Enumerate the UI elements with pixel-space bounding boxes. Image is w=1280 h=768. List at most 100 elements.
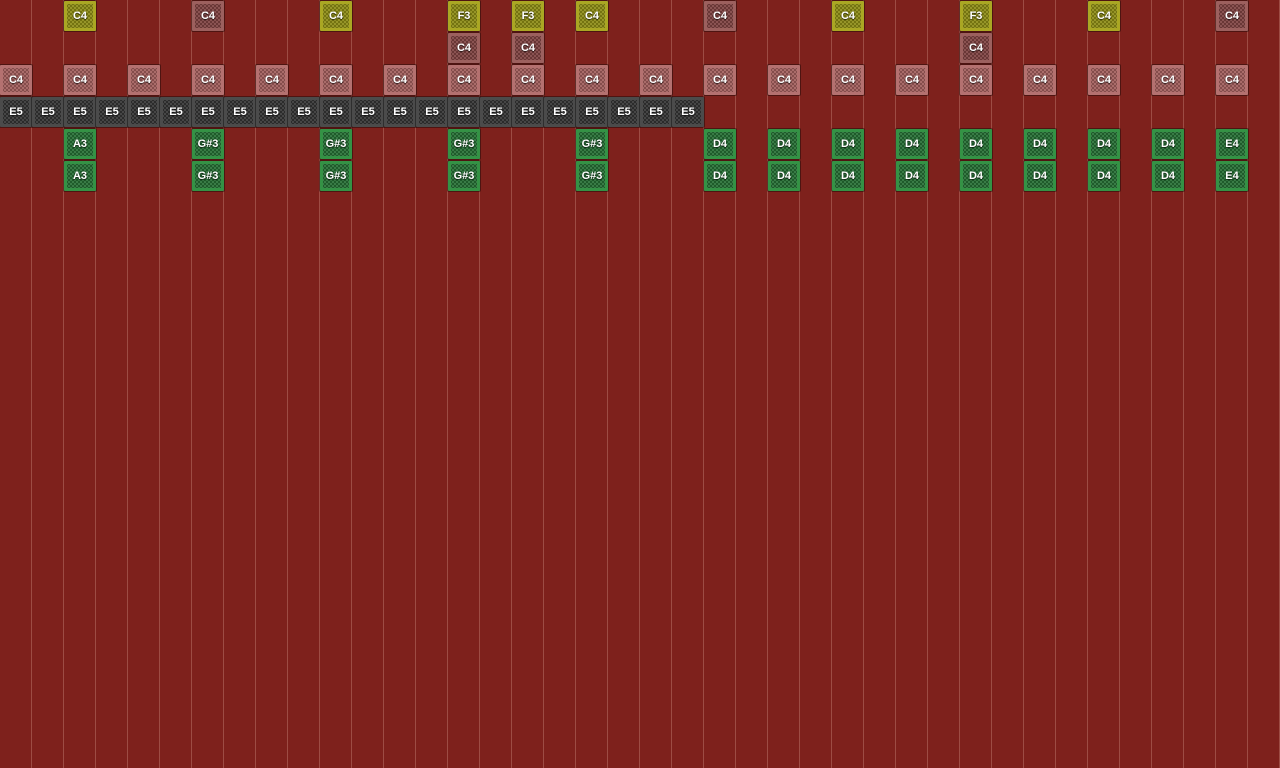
note-block[interactable]: E5 <box>192 97 224 127</box>
note-block[interactable]: D4 <box>1152 161 1184 191</box>
note-block[interactable]: D4 <box>896 129 928 159</box>
note-label: G#3 <box>453 169 475 182</box>
note-block[interactable]: D4 <box>768 161 800 191</box>
note-block[interactable]: C4 <box>384 65 416 95</box>
note-block[interactable]: G#3 <box>192 161 224 191</box>
note-block[interactable]: G#3 <box>448 129 480 159</box>
note-block[interactable]: D4 <box>1024 161 1056 191</box>
note-label: C4 <box>584 9 600 22</box>
note-block[interactable]: G#3 <box>320 161 352 191</box>
note-block[interactable]: D4 <box>768 129 800 159</box>
note-block[interactable]: E5 <box>672 97 704 127</box>
note-label: C4 <box>328 9 344 22</box>
note-block[interactable]: C4 <box>256 65 288 95</box>
note-block[interactable]: G#3 <box>576 161 608 191</box>
note-block[interactable]: C4 <box>128 65 160 95</box>
note-block[interactable]: C4 <box>1216 1 1248 31</box>
note-block[interactable]: C4 <box>960 33 992 63</box>
note-block[interactable]: F3 <box>448 1 480 31</box>
note-block[interactable]: E5 <box>416 97 448 127</box>
note-block[interactable]: C4 <box>704 65 736 95</box>
note-block[interactable]: G#3 <box>448 161 480 191</box>
note-block[interactable]: D4 <box>704 129 736 159</box>
note-block[interactable]: D4 <box>896 161 928 191</box>
note-label: D4 <box>968 137 984 150</box>
note-label: C4 <box>776 73 792 86</box>
note-block[interactable]: C4 <box>1088 65 1120 95</box>
note-block[interactable]: D4 <box>1152 129 1184 159</box>
note-block[interactable]: C4 <box>576 1 608 31</box>
note-block[interactable]: E5 <box>160 97 192 127</box>
note-block[interactable]: D4 <box>832 161 864 191</box>
note-block[interactable]: C4 <box>192 1 224 31</box>
note-block[interactable]: E5 <box>480 97 512 127</box>
note-block[interactable]: D4 <box>1088 129 1120 159</box>
note-block[interactable]: D4 <box>960 129 992 159</box>
note-block[interactable]: C4 <box>448 33 480 63</box>
note-block[interactable]: C4 <box>704 1 736 31</box>
note-label: D4 <box>712 169 728 182</box>
note-label: E5 <box>41 105 55 118</box>
note-block[interactable]: E5 <box>320 97 352 127</box>
note-block[interactable]: C4 <box>64 65 96 95</box>
note-label: E4 <box>1225 169 1239 182</box>
note-block[interactable]: C4 <box>768 65 800 95</box>
note-block[interactable]: C4 <box>512 65 544 95</box>
note-block[interactable]: E5 <box>256 97 288 127</box>
note-block[interactable]: E5 <box>384 97 416 127</box>
note-block[interactable]: G#3 <box>320 129 352 159</box>
note-block[interactable]: E5 <box>0 97 32 127</box>
note-block[interactable]: E5 <box>608 97 640 127</box>
note-block[interactable]: C4 <box>960 65 992 95</box>
note-block[interactable]: E5 <box>448 97 480 127</box>
note-block[interactable]: E5 <box>512 97 544 127</box>
note-block[interactable]: C4 <box>320 65 352 95</box>
note-block[interactable]: E5 <box>544 97 576 127</box>
note-block[interactable]: C4 <box>448 65 480 95</box>
note-label: E5 <box>681 105 695 118</box>
note-block[interactable]: E5 <box>32 97 64 127</box>
note-block[interactable]: C4 <box>896 65 928 95</box>
note-block[interactable]: C4 <box>1024 65 1056 95</box>
note-block[interactable]: A3 <box>64 129 96 159</box>
note-label: E5 <box>425 105 439 118</box>
note-block[interactable]: G#3 <box>576 129 608 159</box>
note-block[interactable]: E5 <box>224 97 256 127</box>
note-block[interactable]: E5 <box>96 97 128 127</box>
note-block[interactable]: C4 <box>1088 1 1120 31</box>
note-label: C4 <box>264 73 280 86</box>
note-block[interactable]: C4 <box>1216 65 1248 95</box>
note-block[interactable]: C4 <box>64 1 96 31</box>
note-block[interactable]: C4 <box>832 65 864 95</box>
note-block[interactable]: F3 <box>960 1 992 31</box>
note-block[interactable]: C4 <box>1152 65 1184 95</box>
note-block[interactable]: C4 <box>512 33 544 63</box>
note-block[interactable]: D4 <box>960 161 992 191</box>
note-block[interactable]: E5 <box>64 97 96 127</box>
note-block[interactable]: C4 <box>320 1 352 31</box>
note-block[interactable]: E5 <box>128 97 160 127</box>
note-block[interactable]: C4 <box>640 65 672 95</box>
note-block[interactable]: D4 <box>1024 129 1056 159</box>
note-label: E5 <box>201 105 215 118</box>
note-block[interactable]: C4 <box>576 65 608 95</box>
note-block[interactable]: G#3 <box>192 129 224 159</box>
note-block[interactable]: E4 <box>1216 161 1248 191</box>
note-block[interactable]: C4 <box>832 1 864 31</box>
note-block[interactable]: A3 <box>64 161 96 191</box>
note-block[interactable]: C4 <box>0 65 32 95</box>
note-label: D4 <box>776 137 792 150</box>
note-block[interactable]: E4 <box>1216 129 1248 159</box>
note-label: E5 <box>265 105 279 118</box>
note-block[interactable]: D4 <box>832 129 864 159</box>
note-block[interactable]: D4 <box>1088 161 1120 191</box>
note-block[interactable]: F3 <box>512 1 544 31</box>
note-block[interactable]: C4 <box>192 65 224 95</box>
note-block[interactable]: E5 <box>352 97 384 127</box>
note-block[interactable]: E5 <box>288 97 320 127</box>
note-block[interactable]: E5 <box>576 97 608 127</box>
note-block[interactable]: E5 <box>640 97 672 127</box>
note-label: E5 <box>553 105 567 118</box>
note-block[interactable]: D4 <box>704 161 736 191</box>
